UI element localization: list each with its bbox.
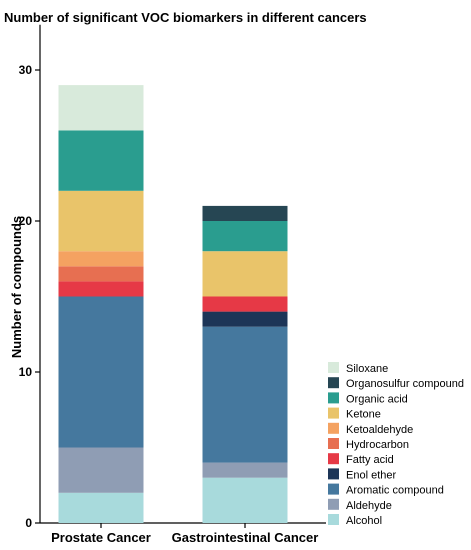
bar-segment-aldehyde bbox=[202, 462, 288, 478]
x-tick-label: Prostate Cancer bbox=[51, 530, 151, 545]
legend-swatch bbox=[328, 438, 339, 449]
chart-title: Number of significant VOC biomarkers in … bbox=[4, 10, 367, 25]
bar-segment-alcohol bbox=[202, 477, 288, 523]
y-tick-label: 10 bbox=[19, 365, 33, 379]
bar-segment-ketone bbox=[58, 190, 144, 252]
y-tick-label: 30 bbox=[19, 63, 33, 77]
y-tick-label: 0 bbox=[25, 516, 32, 530]
legend-swatch bbox=[328, 362, 339, 373]
bar-segment-alcohol bbox=[58, 492, 144, 523]
bar-segment-organic-acid bbox=[58, 130, 144, 191]
legend-label: Organosulfur compound bbox=[346, 378, 464, 390]
legend-label: Enol ether bbox=[346, 469, 396, 481]
legend-label: Siloxane bbox=[346, 363, 388, 375]
legend-swatch bbox=[328, 377, 339, 389]
legend-label: Hydrocarbon bbox=[346, 439, 409, 451]
bar-segment-enol-ether bbox=[202, 311, 288, 327]
bar-segment-aromatic-compound bbox=[202, 326, 288, 463]
legend-swatch bbox=[328, 407, 339, 419]
legend: Siloxane Organosulfur compound Organic aci… bbox=[328, 362, 464, 527]
bar-segment-ketone bbox=[202, 251, 288, 297]
legend-label: Organic acid bbox=[346, 393, 408, 405]
legend-label: Ketoaldehyde bbox=[346, 424, 413, 436]
legend-swatch bbox=[328, 498, 339, 510]
bar-segment-fatty-acid bbox=[202, 296, 288, 312]
plot-area: 0 10 20 30 Prostate Cancer Gastrointestinal C… bbox=[19, 24, 326, 545]
legend-swatch bbox=[328, 453, 339, 465]
y-tick-label: 20 bbox=[19, 214, 33, 228]
legend-swatch bbox=[328, 483, 339, 495]
bar-segment-organosulfur-compound bbox=[202, 205, 288, 221]
legend-swatch bbox=[328, 392, 339, 404]
bar-segment-siloxane bbox=[58, 85, 144, 131]
legend-label: Fatty acid bbox=[346, 454, 394, 466]
bar-segment-ketoaldehyde bbox=[58, 251, 144, 267]
legend-label: Aromatic compound bbox=[346, 485, 444, 497]
legend-swatch bbox=[328, 468, 339, 480]
y-axis-title: Number of compounds bbox=[9, 216, 24, 358]
legend-label: Ketone bbox=[346, 409, 381, 421]
legend-swatch bbox=[328, 514, 339, 525]
x-tick-label: Gastrointestinal Cancer bbox=[172, 530, 319, 545]
bar-segment-aromatic-compound bbox=[58, 296, 144, 448]
legend-label: Alcohol bbox=[346, 515, 382, 527]
legend-label: Aldehyde bbox=[346, 500, 392, 512]
bar-segment-aldehyde bbox=[58, 447, 144, 493]
bar-segment-fatty-acid bbox=[58, 281, 144, 297]
bar-segment-organic-acid bbox=[202, 221, 288, 252]
legend-swatch bbox=[328, 422, 339, 434]
bar-segment-hydrocarbon bbox=[58, 266, 144, 282]
